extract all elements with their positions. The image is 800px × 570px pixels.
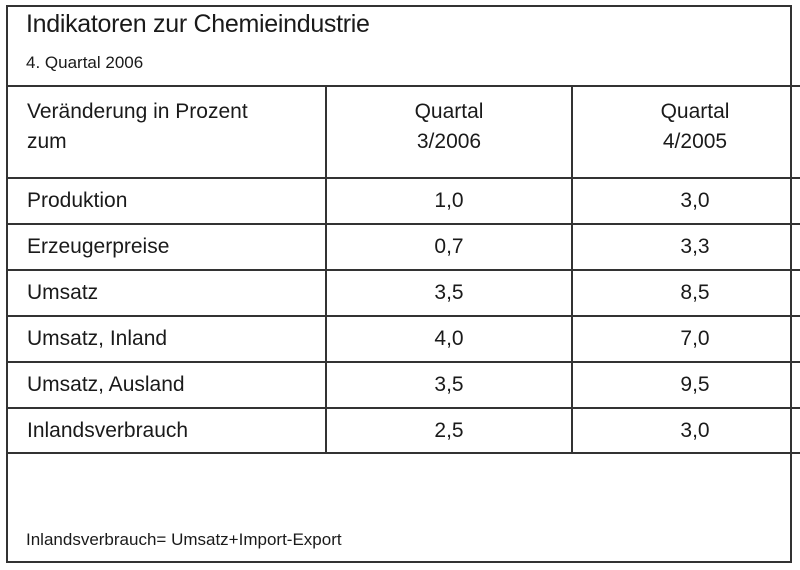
table-row: Erzeugerpreise 0,7 3,3 (6, 223, 800, 271)
row-label: Inlandsverbrauch (6, 407, 327, 454)
table-row: Umsatz 3,5 8,5 (6, 269, 800, 317)
cell-q3-2006: 2,5 (325, 407, 573, 454)
row-label: Umsatz, Ausland (6, 361, 327, 409)
row-label: Erzeugerpreise (6, 223, 327, 271)
cell-q3-2006: 3,5 (325, 269, 573, 317)
header-q3-2006-column: Quartal 3/2006 (325, 85, 573, 179)
header-q3-2006-line1: Quartal (414, 100, 484, 123)
indicator-table: Veränderung in Prozent zum Quartal 3/200… (6, 85, 800, 454)
cell-q3-2006: 4,0 (325, 315, 573, 363)
header-label-column: Veränderung in Prozent zum (6, 85, 327, 179)
cell-q3-2006: 3,5 (325, 361, 573, 409)
document-title: Indikatoren zur Chemieindustrie (26, 10, 370, 38)
table-row: Umsatz, Inland 4,0 7,0 (6, 315, 800, 363)
cell-q3-2006: 1,0 (325, 177, 573, 225)
table-row: Inlandsverbrauch 2,5 3,0 (6, 407, 800, 454)
cell-q3-2006: 0,7 (325, 223, 573, 271)
cell-q4-2005: 3,3 (571, 223, 800, 271)
cell-q4-2005: 3,0 (571, 407, 800, 454)
footnote: Inlandsverbrauch= Umsatz+Import-Export (26, 530, 342, 549)
cell-q4-2005: 3,0 (571, 177, 800, 225)
table-header-row: Veränderung in Prozent zum Quartal 3/200… (6, 85, 800, 179)
header-q3-2006-line2: 3/2006 (416, 130, 482, 153)
header-q4-2005-line2: 4/2005 (662, 130, 728, 153)
row-label: Umsatz (6, 269, 327, 317)
document-subtitle: 4. Quartal 2006 (26, 53, 144, 72)
table-row: Umsatz, Ausland 3,5 9,5 (6, 361, 800, 409)
header-q4-2005-line1: Quartal (660, 100, 730, 123)
cell-q4-2005: 8,5 (571, 269, 800, 317)
header-q4-2005-column: Quartal 4/2005 (571, 85, 800, 179)
cell-q4-2005: 7,0 (571, 315, 800, 363)
table-row: Produktion 1,0 3,0 (6, 177, 800, 225)
header-label-line2: zum (27, 130, 67, 153)
cell-q4-2005: 9,5 (571, 361, 800, 409)
row-label: Umsatz, Inland (6, 315, 327, 363)
row-label: Produktion (6, 177, 327, 225)
header-label-line1: Veränderung in Prozent (27, 100, 248, 123)
